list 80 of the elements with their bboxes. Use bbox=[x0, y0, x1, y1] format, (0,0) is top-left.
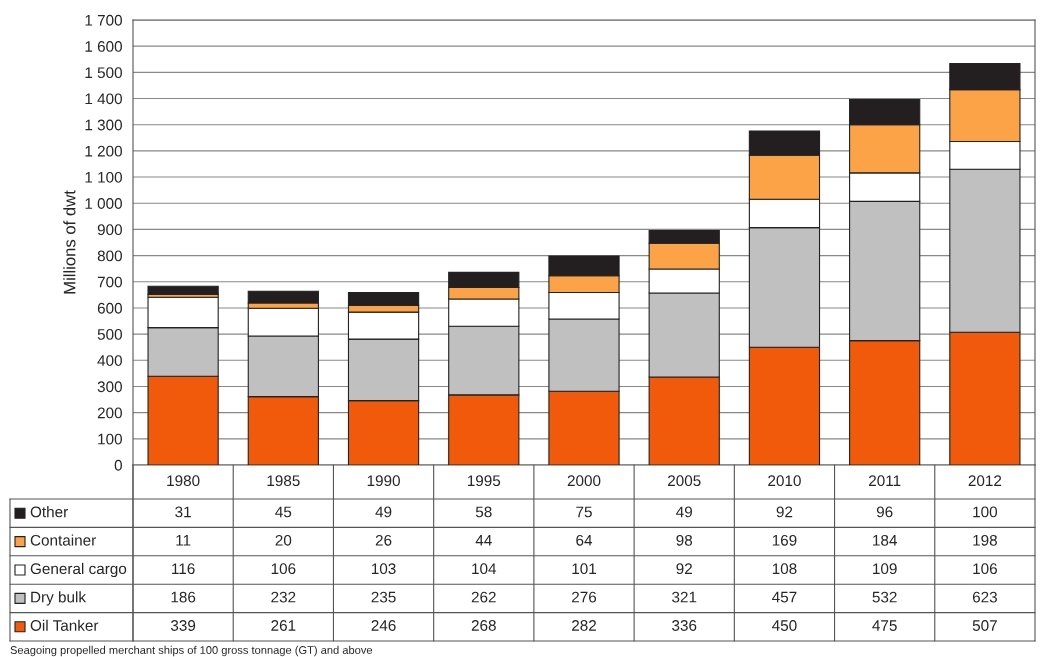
data-label: 282 bbox=[572, 620, 596, 631]
x-tick-label: 2012 bbox=[968, 475, 1002, 487]
data-label: 450 bbox=[772, 620, 797, 631]
data-label: 96 bbox=[876, 506, 893, 518]
data-label: 475 bbox=[872, 620, 897, 631]
y-tick-label: 1 400 bbox=[85, 93, 122, 105]
data-label: 45 bbox=[275, 506, 292, 518]
y-tick-label: 0 bbox=[114, 459, 122, 471]
data-label: 103 bbox=[371, 563, 396, 575]
data-label: 92 bbox=[676, 563, 692, 575]
y-tick-label: 500 bbox=[97, 328, 122, 340]
data-label: 507 bbox=[972, 620, 997, 631]
data-label: 116 bbox=[172, 563, 195, 575]
data-label: 49 bbox=[676, 506, 692, 518]
bar bbox=[147, 285, 219, 295]
data-label: 246 bbox=[371, 620, 396, 631]
data-label: 321 bbox=[672, 591, 697, 603]
legend-label: Other bbox=[30, 506, 68, 518]
data-label: 106 bbox=[271, 563, 296, 575]
data-label: 276 bbox=[572, 591, 597, 603]
data-label: 457 bbox=[772, 591, 797, 603]
data-label: 268 bbox=[471, 620, 496, 631]
y-tick-label: 800 bbox=[97, 250, 122, 262]
y-tick-label: 1 700 bbox=[85, 14, 122, 26]
y-axis-title: Millions of dwt bbox=[63, 190, 76, 294]
y-tick-label: 1 100 bbox=[85, 171, 122, 183]
data-label: 98 bbox=[676, 534, 693, 546]
y-tick-label: 300 bbox=[97, 381, 122, 393]
text: Seagoing propelled merchant ships of 100 gross tonnage (GT) and above bbox=[10, 645, 373, 657]
data-label: 532 bbox=[872, 591, 897, 603]
y-tick-label: 100 bbox=[98, 433, 122, 445]
y-tick-label: 700 bbox=[97, 276, 122, 288]
data-label: 101 bbox=[572, 563, 596, 575]
x-tick-label: 2010 bbox=[768, 475, 801, 487]
data-label: 44 bbox=[475, 535, 492, 546]
data-label: 92 bbox=[776, 506, 793, 518]
y-tick-label: 600 bbox=[97, 302, 122, 314]
legend-label: General cargo bbox=[30, 562, 127, 578]
y-tick-label: 1 000 bbox=[85, 198, 122, 209]
y-tick-label: 200 bbox=[97, 407, 122, 419]
x-tick-label: 2011 bbox=[869, 475, 901, 487]
data-label: 49 bbox=[375, 506, 392, 518]
data-label: 623 bbox=[972, 591, 997, 603]
data-label: 106 bbox=[973, 563, 997, 575]
data-label: 186 bbox=[171, 591, 196, 603]
data-label: 262 bbox=[471, 591, 496, 603]
data-label: 339 bbox=[170, 620, 196, 631]
data-label: 64 bbox=[576, 534, 593, 546]
y-tick-label: 900 bbox=[97, 224, 122, 236]
y-tick-label: 400 bbox=[97, 355, 122, 366]
y-tick-label: 1 600 bbox=[85, 41, 122, 52]
data-label: 184 bbox=[873, 534, 897, 546]
x-tick-label: 2000 bbox=[567, 475, 601, 487]
y-tick-label: 1 300 bbox=[85, 119, 122, 131]
x-tick-label: 1990 bbox=[367, 475, 400, 487]
y-tick-label: 1 200 bbox=[85, 145, 122, 157]
data-label: 232 bbox=[271, 591, 296, 603]
data-label: 20 bbox=[275, 534, 292, 546]
y-tick-label: 1 500 bbox=[85, 67, 122, 79]
data-label: 58 bbox=[475, 506, 492, 518]
x-tick-label: 1995 bbox=[467, 475, 501, 487]
data-label: 75 bbox=[576, 506, 592, 518]
data-label: 198 bbox=[973, 534, 997, 546]
data-label: 235 bbox=[371, 591, 396, 603]
data-label: 100 bbox=[973, 506, 998, 518]
data-label: 31 bbox=[175, 506, 191, 518]
data-label: 104 bbox=[472, 563, 497, 575]
data-label: 336 bbox=[672, 620, 697, 631]
legend-label: Oil Tanker bbox=[30, 619, 99, 631]
data-label: 26 bbox=[375, 534, 392, 546]
x-tick-label: 2005 bbox=[668, 475, 701, 487]
data-label: 169 bbox=[772, 534, 797, 546]
legend-label: Dry bulk bbox=[31, 591, 87, 606]
data-label: 108 bbox=[772, 563, 797, 575]
x-tick-label: 1985 bbox=[267, 475, 300, 487]
data-label: 109 bbox=[873, 563, 897, 575]
x-tick-label: 1980 bbox=[167, 475, 200, 487]
data-label: 11 bbox=[176, 535, 191, 546]
data-label: 261 bbox=[271, 620, 296, 631]
legend-label: Container bbox=[30, 534, 96, 546]
